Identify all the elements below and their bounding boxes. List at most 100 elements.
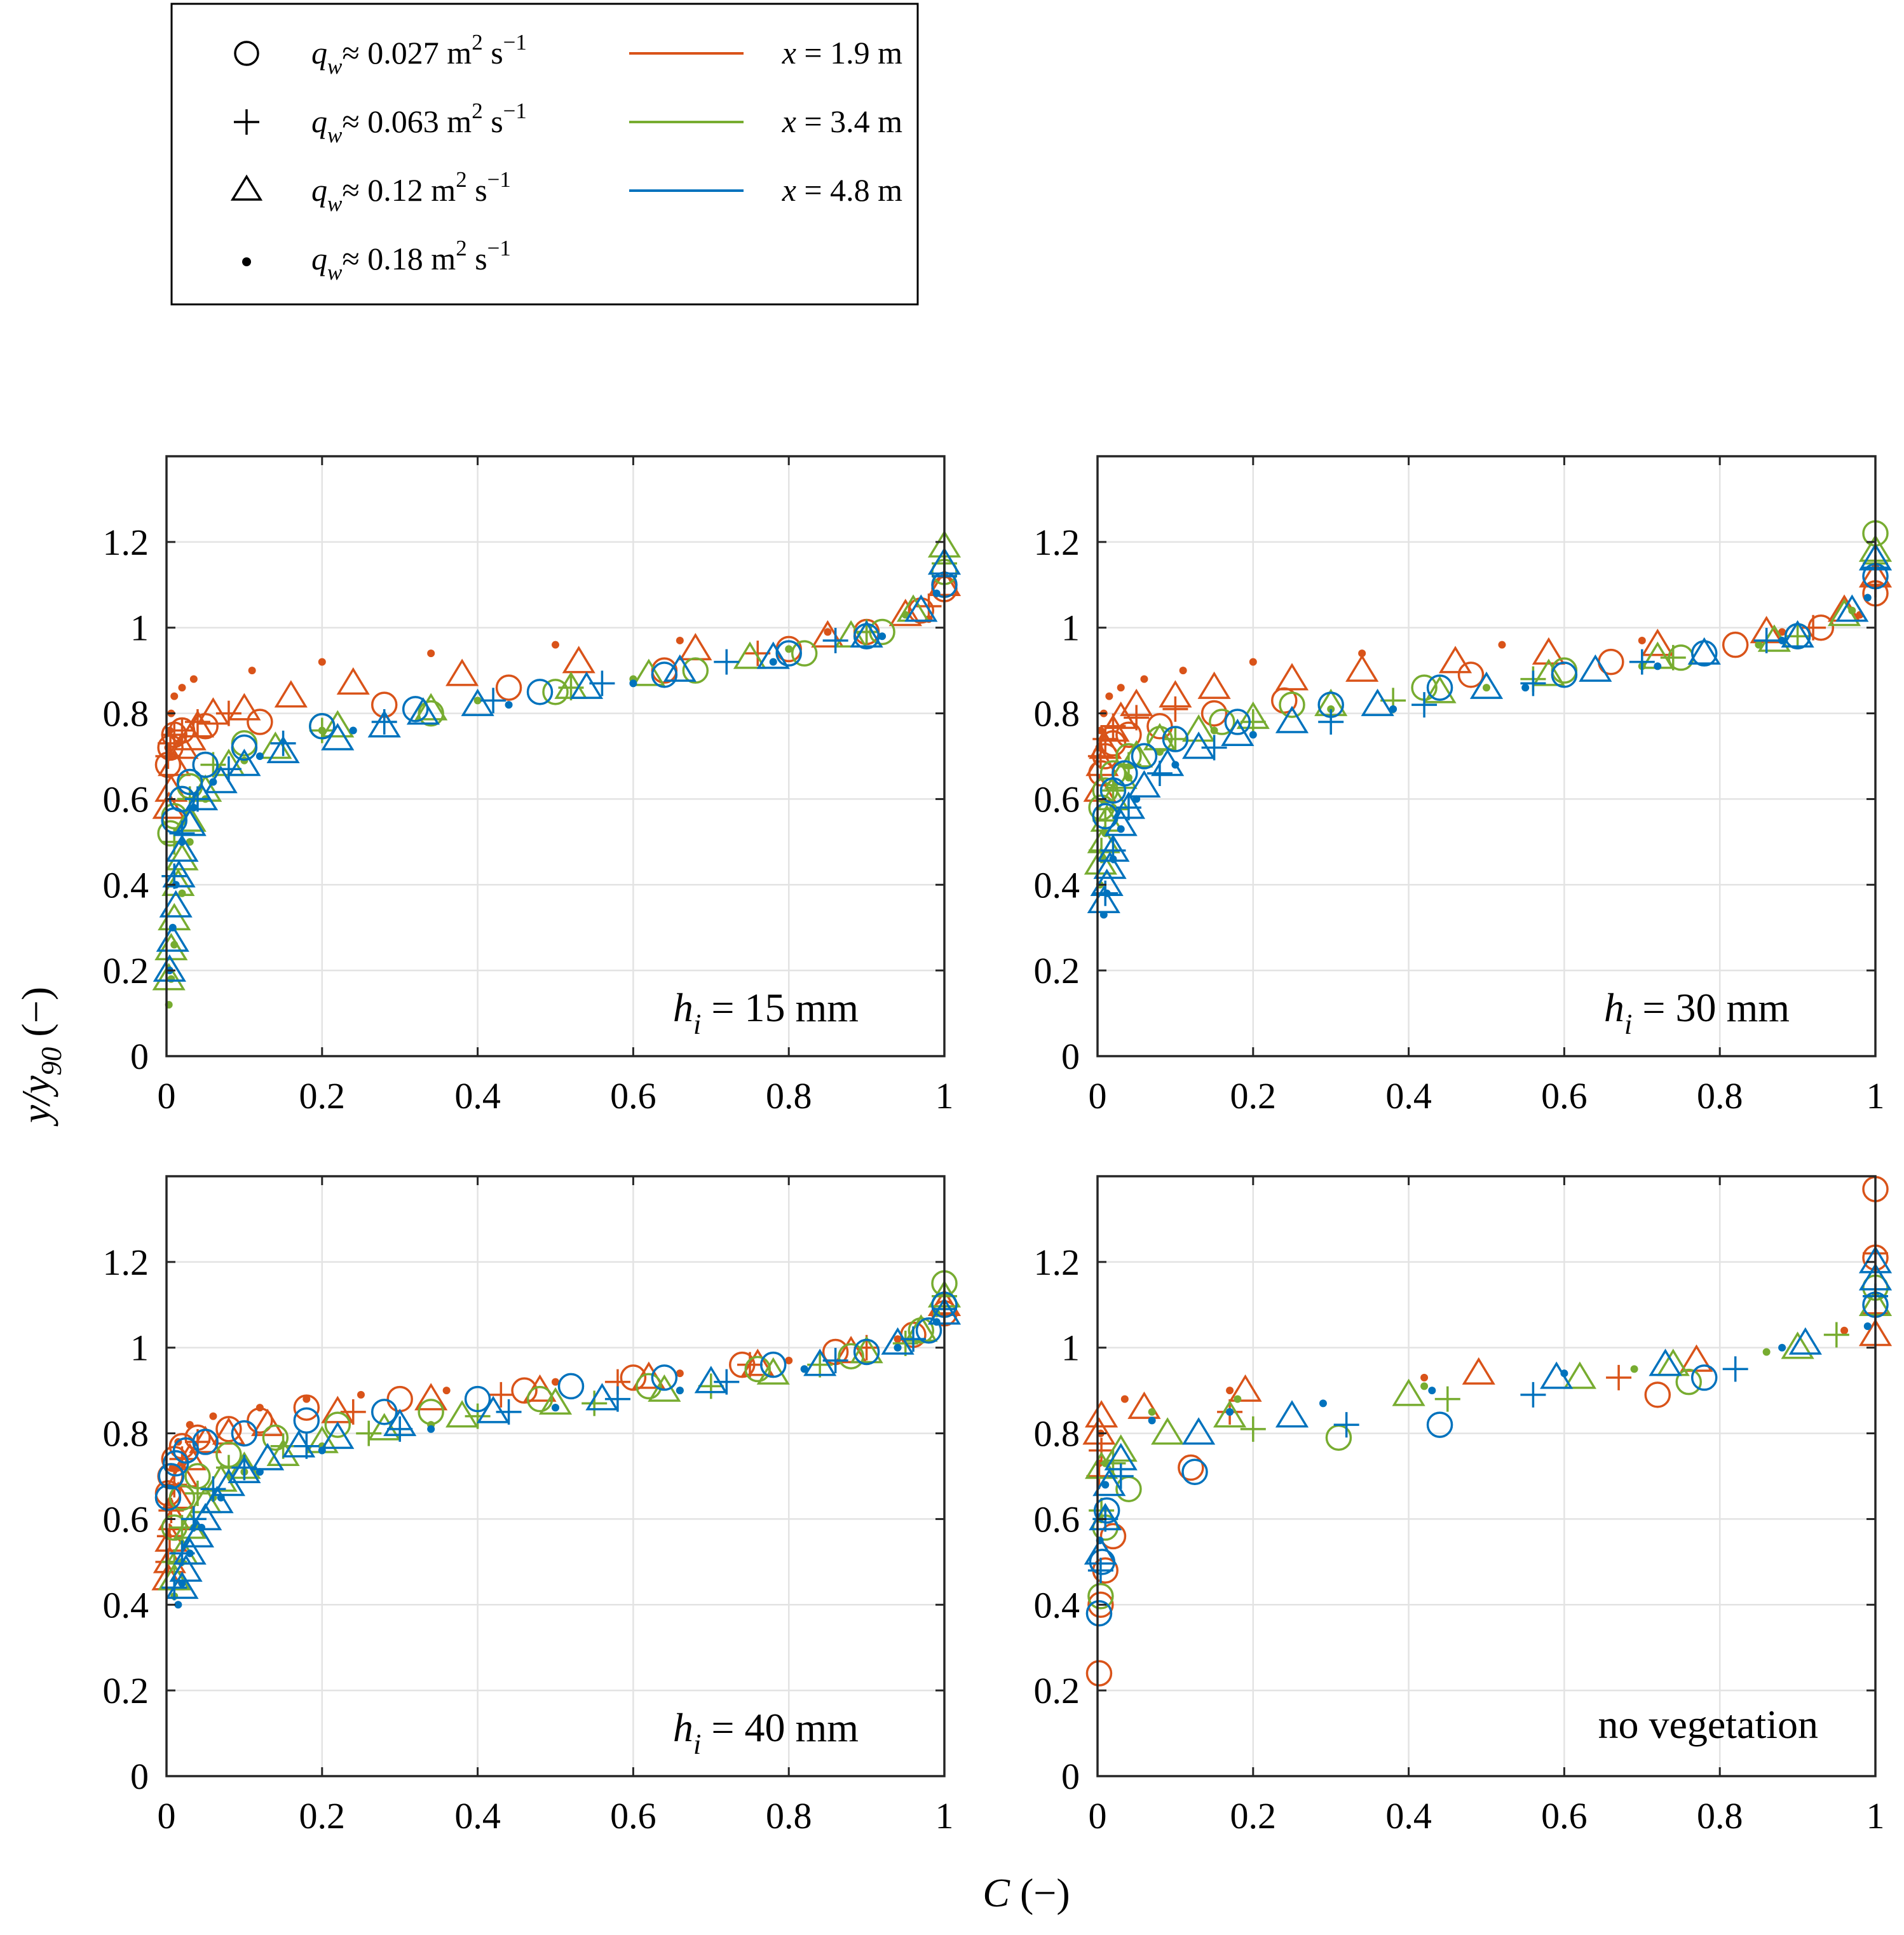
data-point — [1411, 692, 1438, 718]
data-point — [759, 1351, 787, 1378]
data-point — [1101, 1481, 1110, 1489]
ticks: 0 0.2 0.4 0.6 0.8 1 0 0.2 0.4 0.6 0.8 1 1.2 — [103, 1176, 954, 1837]
legend-var: q — [311, 35, 327, 71]
data-point — [1082, 1417, 1116, 1445]
data-point — [1420, 1373, 1429, 1382]
data-point — [1151, 1417, 1185, 1445]
data-point — [881, 1327, 915, 1355]
axes-box — [165, 1175, 946, 1777]
legend-value: ≈ 0.063 m — [342, 104, 472, 139]
data-point — [775, 640, 802, 667]
x-tick-label: 0.4 — [1385, 1795, 1432, 1837]
y-tick-label: 1.2 — [1034, 1242, 1080, 1283]
y-tick-label: 0.2 — [103, 1670, 149, 1711]
data-point — [200, 1476, 226, 1502]
data-point — [552, 641, 559, 649]
data-point — [1099, 1523, 1127, 1550]
data-point — [321, 710, 355, 738]
y-tick-label: 0.8 — [1034, 1413, 1080, 1455]
data-point — [445, 1400, 479, 1428]
data-point — [1644, 1382, 1671, 1408]
data-point — [676, 636, 684, 644]
series-triangle-x19 — [1083, 560, 1893, 802]
data-point — [180, 1520, 215, 1548]
data-point — [1104, 1434, 1138, 1462]
data-point — [1275, 705, 1309, 733]
y-tick-label: 0.4 — [103, 864, 149, 906]
legend-var: q — [311, 104, 327, 139]
data-point — [165, 834, 199, 862]
data-point — [1498, 641, 1506, 649]
data-point — [184, 783, 219, 811]
data-point — [321, 1421, 355, 1450]
data-point — [663, 654, 697, 682]
data-point — [552, 1404, 559, 1412]
legend-line-label: = 1.9 m — [796, 35, 902, 71]
data-point — [894, 1335, 902, 1343]
data-point — [1240, 709, 1266, 735]
data-point — [888, 599, 922, 627]
chart-panel-bottom-left: 0 0.2 0.4 0.6 0.8 1 0 0.2 0.4 0.6 0.8 1 1.2 hi = 40 m… — [103, 1175, 962, 1837]
data-point — [682, 657, 709, 684]
data-point — [274, 680, 308, 708]
chart-panel-bottom-right: 0 0.2 0.4 0.6 0.8 1 0 0.2 0.4 0.6 0.8 1 1.2 no vegeta… — [1034, 1175, 1893, 1837]
data-point — [511, 1377, 538, 1404]
data-point — [853, 1338, 880, 1366]
data-point — [1426, 674, 1453, 701]
data-point — [186, 838, 194, 846]
series-dot-x48 — [174, 1318, 941, 1609]
data-point — [1438, 646, 1472, 674]
y-tick-label: 0.6 — [1034, 1498, 1080, 1540]
data-point — [1181, 1458, 1208, 1486]
data-point — [1115, 721, 1142, 749]
panels: 0 0.2 0.4 0.6 0.8 100.20.40.60.811.2hi = 15 m… — [103, 455, 1893, 1837]
svg-text:qw≈ 0.027 m2 s−1: qw≈ 0.027 m2 s−1 — [311, 30, 527, 79]
data-point — [741, 1348, 775, 1376]
data-point — [349, 726, 357, 735]
legend-unit: s — [483, 35, 503, 71]
data-point — [1563, 1361, 1596, 1389]
data-point — [173, 808, 207, 836]
data-point — [1753, 627, 1779, 653]
data-point — [427, 649, 435, 658]
y-tick-label: 0.8 — [1034, 693, 1080, 735]
legend-line-entries: x = 1.9 m x = 3.4 m x = 4.8 m — [629, 35, 902, 208]
data-point — [562, 646, 595, 674]
series-triangle-x48 — [165, 1297, 962, 1599]
markers — [151, 1270, 962, 1609]
data-point — [1638, 636, 1646, 644]
data-point — [791, 640, 818, 667]
data-point — [526, 679, 554, 705]
data-point — [293, 1407, 320, 1434]
data-point — [769, 658, 777, 666]
legend-entry-circle: qw≈ 0.027 m2 s−1 — [234, 30, 527, 79]
data-point — [800, 1365, 808, 1373]
data-point — [318, 658, 326, 666]
data-point — [676, 1387, 684, 1395]
data-point — [894, 1343, 902, 1352]
data-point — [1124, 705, 1150, 731]
y-axis-label: y/y90 (−) — [13, 987, 67, 1127]
data-point — [1835, 594, 1869, 622]
data-point — [383, 1408, 417, 1436]
data-point — [266, 1438, 300, 1467]
svg-text:x = 4.8 m: x = 4.8 m — [782, 172, 902, 208]
x-tick-label: 0.6 — [1541, 1075, 1588, 1117]
series-dot-x48 — [165, 589, 941, 975]
data-point — [1103, 889, 1111, 897]
data-point — [569, 671, 604, 699]
data-point — [1171, 761, 1180, 769]
data-point — [165, 731, 199, 759]
data-point — [402, 696, 429, 723]
y-axis-label-main: y/y — [13, 1075, 58, 1127]
data-point — [1228, 1374, 1262, 1402]
data-point — [1520, 1382, 1546, 1408]
data-point — [604, 1386, 630, 1412]
data-point — [1840, 1326, 1849, 1334]
data-point — [1124, 773, 1132, 782]
data-point — [1462, 1357, 1495, 1385]
legend-unit: s — [467, 241, 487, 276]
data-point — [1159, 680, 1192, 708]
data-point — [192, 1429, 219, 1455]
data-point — [255, 752, 264, 760]
